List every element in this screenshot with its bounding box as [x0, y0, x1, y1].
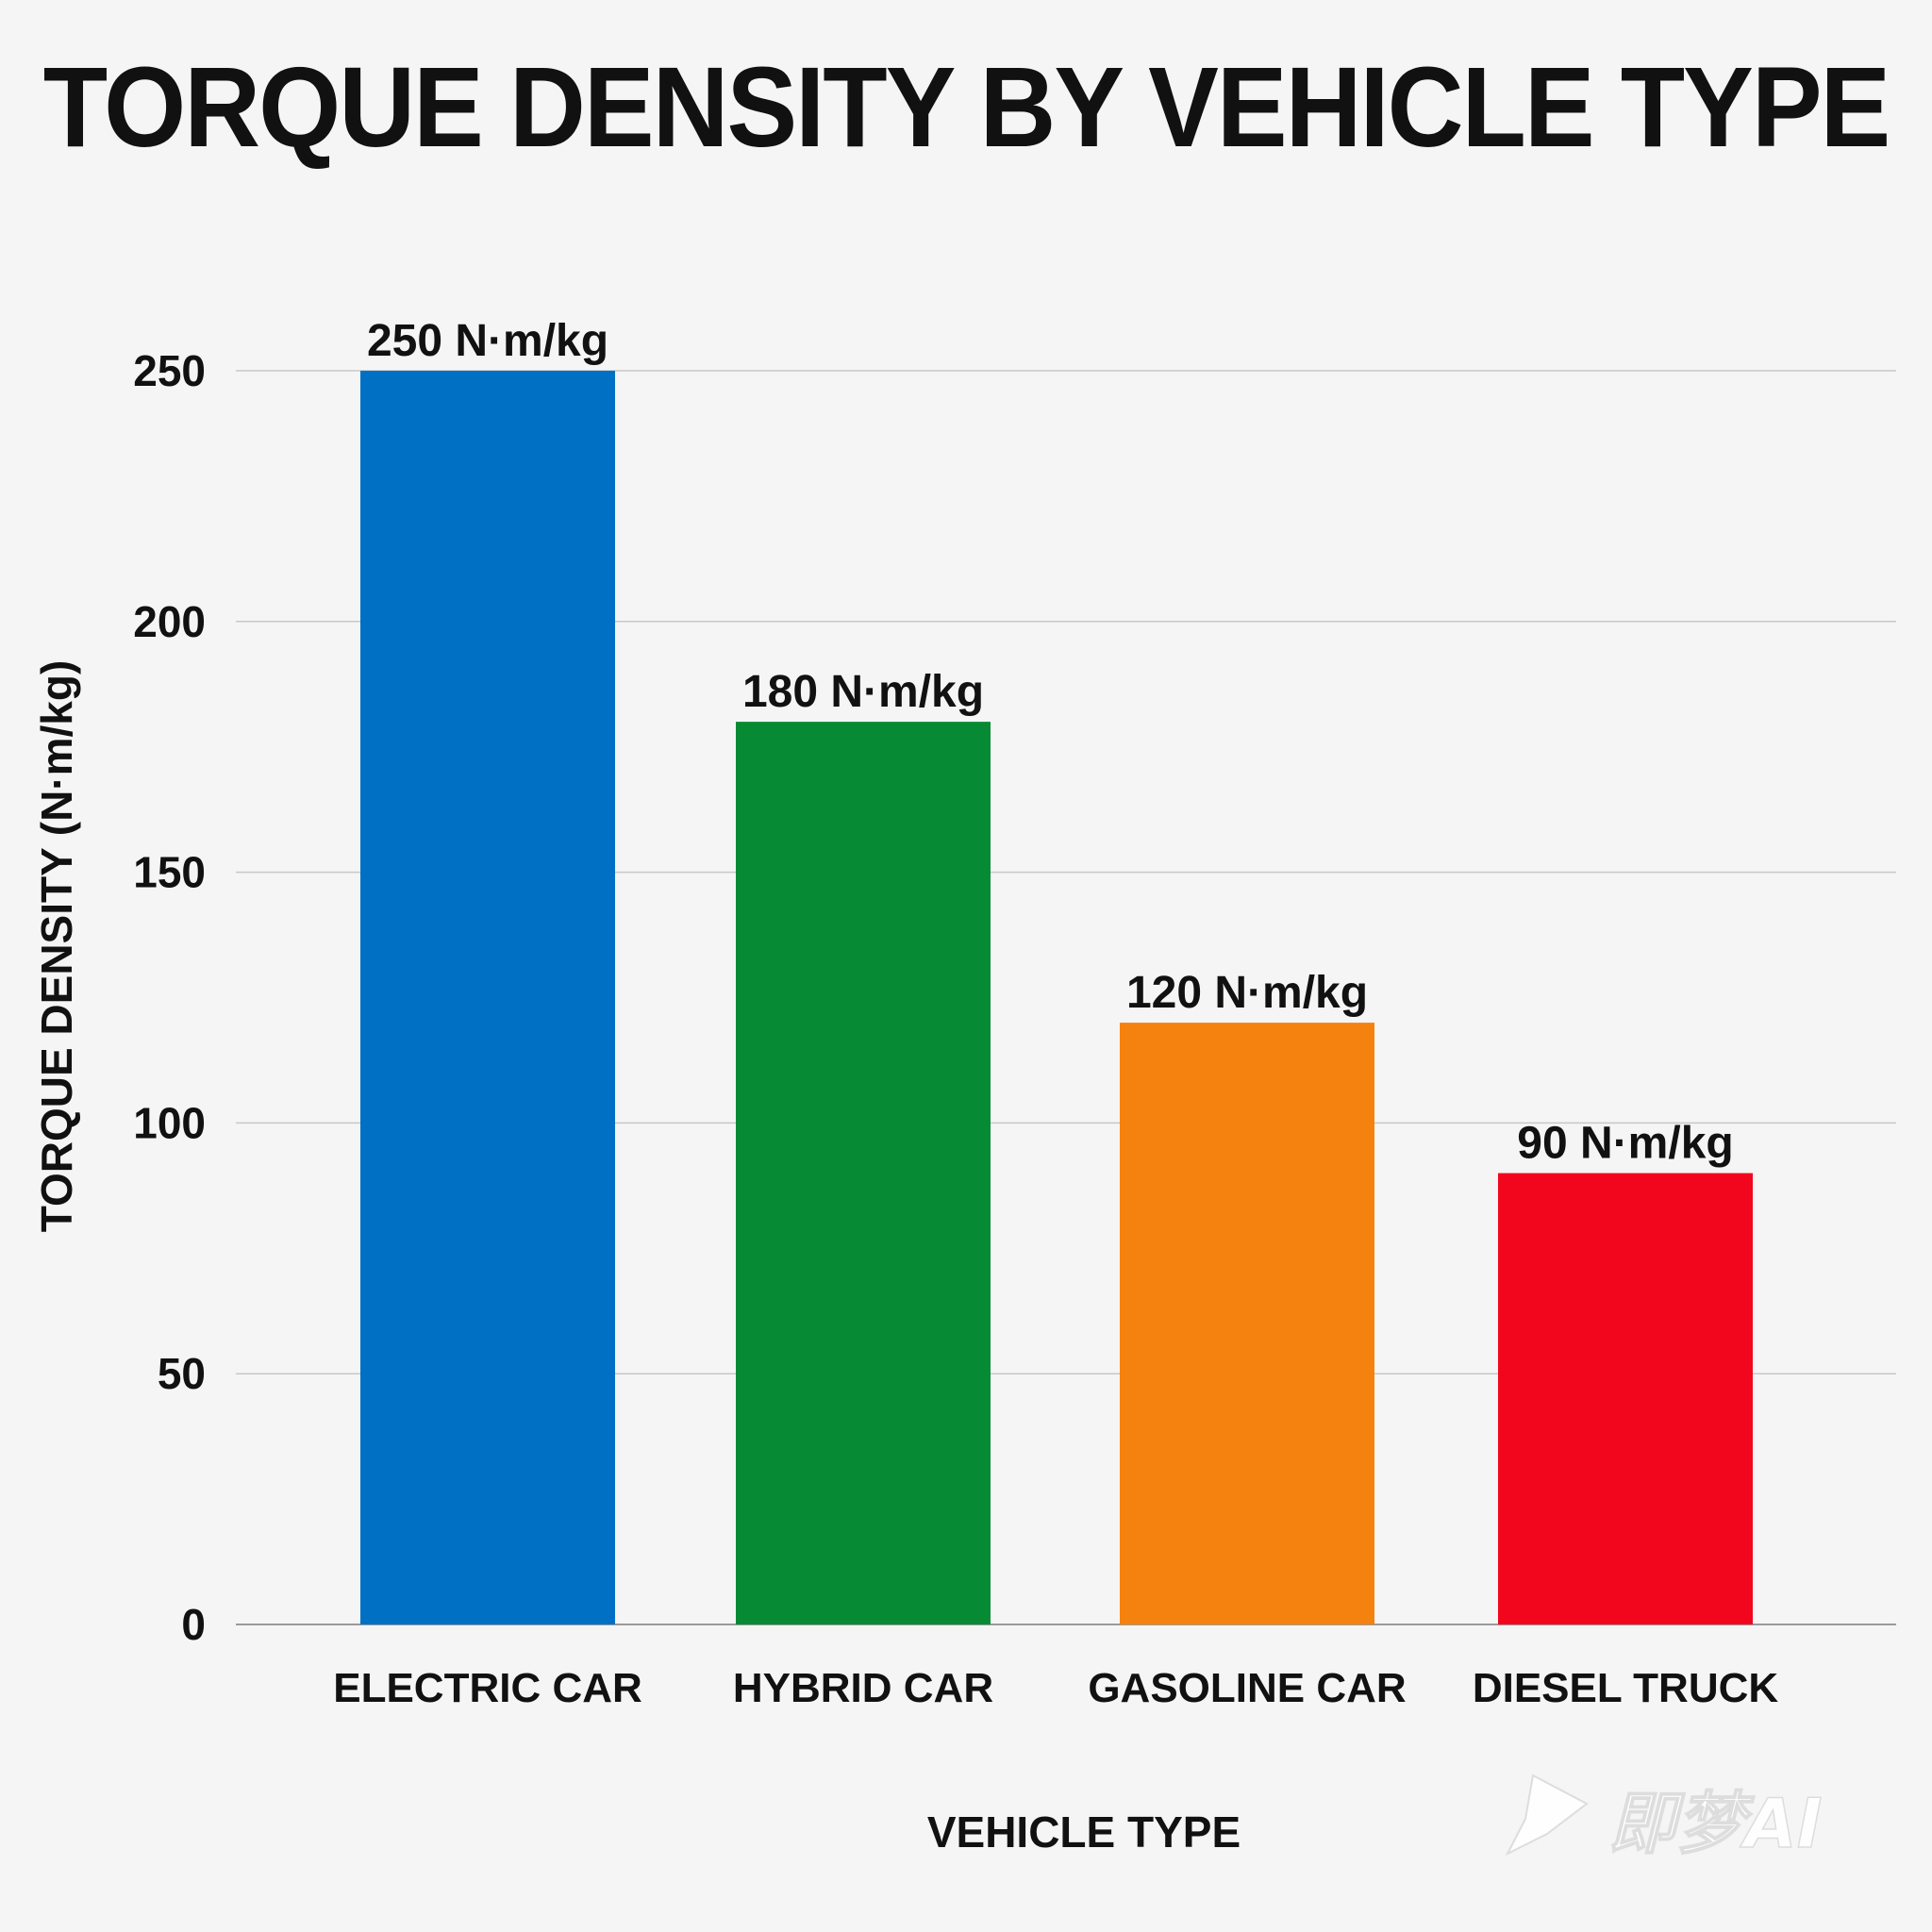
bar-gasoline-car	[1120, 1023, 1374, 1624]
watermark-text: 即梦AI	[1608, 1784, 1823, 1863]
data-labels: 250 N·m/kg 180 N·m/kg 120 N·m/kg 90 N·m/kg	[367, 316, 1734, 1169]
x-axis-title: VEHICLE TYPE	[927, 1807, 1241, 1857]
data-label-hybrid-car: 180 N·m/kg	[742, 667, 984, 717]
y-axis-title: TORQUE DENSITY (N·m/kg)	[32, 660, 81, 1233]
bar-diesel-truck	[1498, 1173, 1753, 1624]
y-tick-label-200: 200	[133, 597, 206, 646]
y-tick-label-50: 50	[158, 1349, 206, 1398]
x-tick-label-gasoline-car: GASOLINE CAR	[1088, 1665, 1406, 1711]
x-tick-label-electric-car: ELECTRIC CAR	[333, 1665, 642, 1711]
data-label-diesel-truck: 90 N·m/kg	[1517, 1119, 1733, 1169]
x-tick-label-hybrid-car: HYBRID CAR	[733, 1665, 993, 1711]
x-tick-label-diesel-truck: DIESEL TRUCK	[1473, 1665, 1779, 1711]
bars	[360, 371, 1753, 1624]
y-tick-label-150: 150	[133, 848, 206, 897]
y-axis-ticks: 0 50 100 150 200 250	[133, 346, 206, 1649]
watermark-logo: 即梦AI	[1505, 1774, 1823, 1864]
bar-electric-car	[360, 371, 615, 1624]
data-label-electric-car: 250 N·m/kg	[367, 316, 608, 366]
x-axis-ticks: ELECTRIC CAR HYBRID CAR GASOLINE CAR DIESEL…	[333, 1665, 1778, 1711]
chart-title: TORQUE DENSITY BY VEHICLE TYPE	[42, 42, 1890, 171]
y-tick-label-250: 250	[133, 346, 206, 395]
bar-hybrid-car	[736, 722, 991, 1624]
y-tick-label-100: 100	[133, 1098, 206, 1147]
y-tick-label-0: 0	[181, 1600, 206, 1649]
data-label-gasoline-car: 120 N·m/kg	[1126, 968, 1368, 1018]
watermark-logo-icon	[1505, 1774, 1589, 1857]
